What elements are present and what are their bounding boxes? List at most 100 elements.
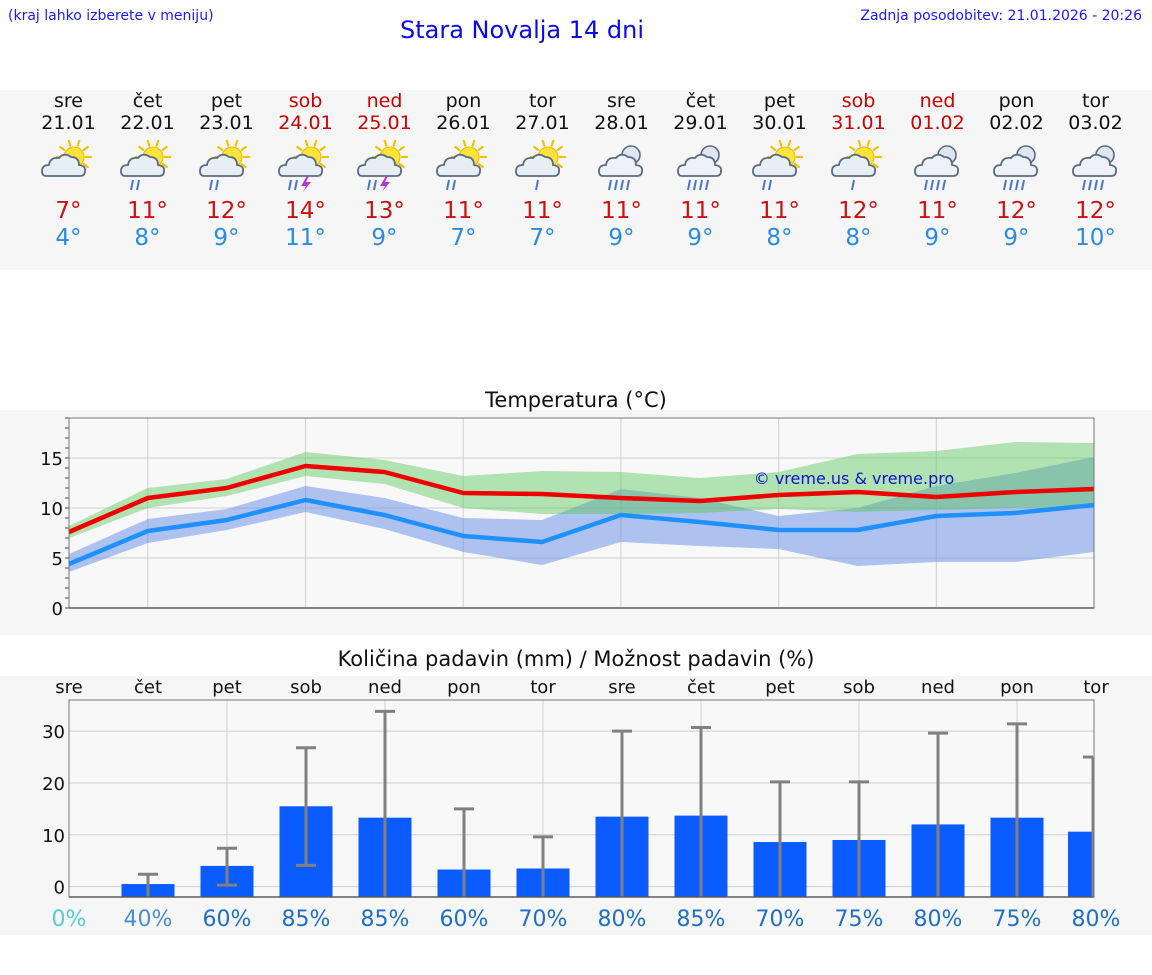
x-day-label: pon [1000,677,1034,698]
day-name: čet [132,90,163,112]
precipitation-probability: 60% [203,907,252,932]
min-temperature: 8° [134,225,161,251]
max-temperature: 12° [838,198,879,224]
x-day-label: pet [765,677,795,698]
cloud-rain-icon [1071,145,1117,191]
min-temperature: 9° [371,225,398,251]
min-temperature: 7° [450,225,477,251]
day-name: čet [685,90,716,112]
precipitation-probability: 80% [1072,907,1121,932]
min-temperature: 11° [285,225,326,251]
y-tick-label: 20 [42,774,65,795]
plot-border [68,699,1095,898]
x-day-label: pon [447,677,481,698]
precipitation-probability: 70% [519,907,568,932]
day-column: čet 29.01 11° 9° [661,90,740,252]
day-column: sob 24.01 14° 11° [266,90,345,252]
day-column: sob 31.01 12° 8° [819,90,898,252]
x-day-label: pet [212,677,242,698]
day-date: 02.02 [989,112,1044,134]
max-temperature: 11° [759,198,800,224]
day-name: sre [54,90,83,112]
x-day-label: sob [290,677,322,698]
day-date: 28.01 [594,112,649,134]
sun-cloud-rain-light-icon [830,140,882,191]
day-name: sob [841,90,876,112]
precipitation-chart: sre čet pet sob ned pon tor sre čet pet sob ned pon t… [42,677,1121,932]
min-temperature: 9° [213,225,240,251]
y-tick-label: 10 [40,499,63,520]
max-temperature: 12° [996,198,1037,224]
sun-cloud-rain-icon [198,140,250,191]
location-hint[interactable]: (kraj lahko izberete v meniju) [8,8,214,24]
day-column: ned 01.02 11° 9° [898,90,977,252]
day-column: pet 23.01 12° 9° [187,90,266,252]
day-name: pon [445,90,482,112]
min-temperature: 8° [766,225,793,251]
day-name: pet [763,90,796,112]
cloud-rain-icon [676,145,722,191]
x-day-label: ned [921,677,955,698]
x-day-label: tor [1083,677,1109,698]
sun-cloud-rain-icon [119,140,171,191]
min-temperature: 9° [608,225,635,251]
day-date: 27.01 [515,112,570,134]
last-update: Zadnja posodobitev: 21.01.2026 - 20:26 [860,8,1142,24]
precipitation-probability: 85% [361,907,410,932]
min-temperature: 9° [687,225,714,251]
day-name: pet [210,90,243,112]
precipitation-probability: 85% [677,907,726,932]
x-day-label: ned [368,677,402,698]
day-name: pon [998,90,1035,112]
day-column: pon 26.01 11° 7° [424,90,503,252]
x-day-label: sob [843,677,875,698]
day-column: pon 02.02 12° 9° [977,90,1056,252]
max-temperature: 14° [285,198,326,224]
page-title: Stara Novalja 14 dni [399,16,645,44]
precipitation-probability: 85% [282,907,331,932]
cloud-rain-icon [597,145,643,191]
min-temperature: 8° [845,225,872,251]
cloud-rain-icon [913,145,959,191]
min-temperature: 9° [924,225,951,251]
day-name: sre [607,90,636,112]
y-tick-label: 0 [52,599,63,620]
max-temperature: 12° [1075,198,1116,224]
day-date: 29.01 [673,112,728,134]
x-day-label: sre [608,677,635,698]
y-tick-label: 5 [52,549,63,570]
day-column: sre 28.01 11° 9° [582,90,661,252]
max-temperature: 11° [917,198,958,224]
day-date: 23.01 [199,112,254,134]
y-tick-label: 0 [54,878,65,899]
max-temperature: 11° [601,198,642,224]
y-tick-label: 10 [42,826,65,847]
plot-border [68,417,1095,609]
day-name: tor [1082,90,1109,112]
max-temperature: 13° [364,198,405,224]
day-date: 21.01 [41,112,96,134]
precipitation-probability: 80% [598,907,647,932]
day-date: 22.01 [120,112,175,134]
precipitation-probability: 75% [835,907,884,932]
precipitation-probability: 60% [440,907,489,932]
sun-cloud-storm-icon [356,140,408,192]
max-temperature: 11° [127,198,168,224]
min-temperature: 7° [529,225,556,251]
max-temperature: 11° [443,198,484,224]
max-temperature-line [68,463,1095,535]
day-date: 31.01 [831,112,886,134]
temperature-chart: 0 5 10 15 © vreme.us & vreme.pro [40,417,1095,620]
sun-cloud-rain-icon [435,140,487,191]
day-column: ned 25.01 13° 9° [345,90,424,252]
daily-forecast-strip: sre 21.01 7° 4° čet 22.01 11° 8° pet 23.01 12° 9° so… [0,90,1152,270]
day-column: tor 27.01 11° 7° [503,90,582,252]
temperature-chart-title: Temperatura (°C) [485,388,667,412]
watermark: © vreme.us & vreme.pro [754,469,955,488]
precipitation-bar [1068,831,1094,897]
precipitation-probability: 75% [993,907,1042,932]
precipitation-probability: 80% [914,907,963,932]
day-name: sob [288,90,323,112]
min-temperature-band [69,457,1094,572]
day-column: pet 30.01 11° 8° [740,90,819,252]
